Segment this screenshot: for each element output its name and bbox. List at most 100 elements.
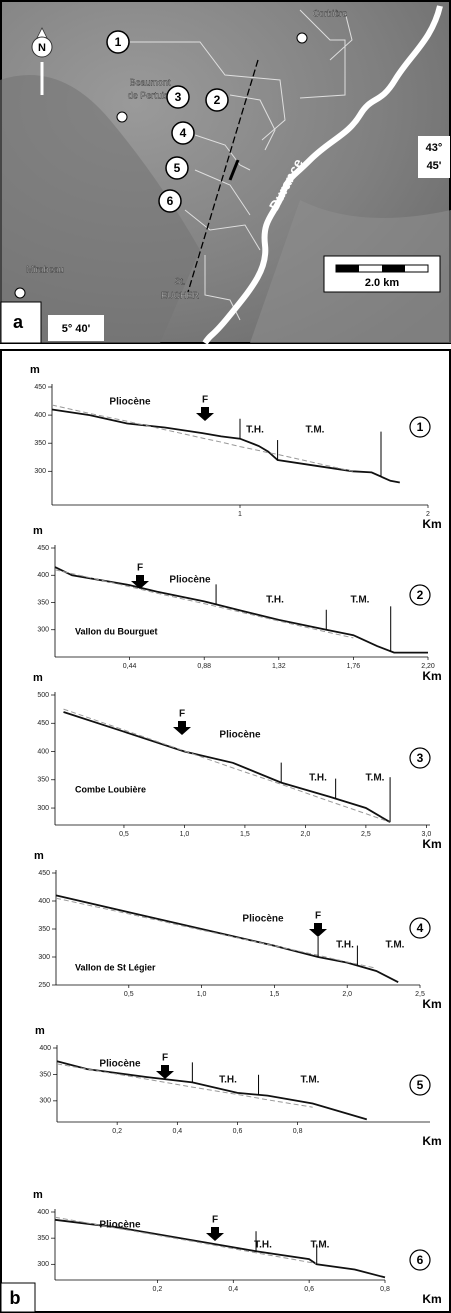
y-axis-label: m xyxy=(33,525,43,537)
north-label: N xyxy=(38,42,46,54)
place-label: St. xyxy=(174,276,185,286)
x-tick-label: 0,44 xyxy=(123,663,137,670)
x-axis-label: Km xyxy=(422,837,441,851)
y-axis-label: m xyxy=(35,1025,45,1037)
profile-line xyxy=(64,712,391,822)
annotation: T.H. xyxy=(246,425,264,436)
longitude-label: 5° 40' xyxy=(62,323,91,335)
place-dot xyxy=(117,112,127,122)
x-tick-label: 0,2 xyxy=(112,1128,122,1135)
y-tick-label: 450 xyxy=(37,545,49,552)
y-tick-label: 400 xyxy=(34,412,46,419)
annotation: T.H. xyxy=(309,773,327,784)
profile-line xyxy=(57,1061,367,1119)
annotation: T.M. xyxy=(301,1075,320,1086)
x-tick-label: 1,76 xyxy=(347,663,361,670)
x-tick-label: 0,6 xyxy=(304,1286,314,1293)
y-tick-label: 450 xyxy=(38,870,50,877)
profiles-frame xyxy=(1,350,450,1312)
annotation: Pliocène xyxy=(169,575,211,586)
y-tick-label: 350 xyxy=(39,1071,51,1078)
profile-number: 1 xyxy=(417,420,424,434)
site-number: 3 xyxy=(175,90,182,104)
scale-label: 2.0 km xyxy=(365,277,399,289)
x-tick-label: 1,0 xyxy=(197,991,207,998)
site-number: 2 xyxy=(214,93,221,107)
x-tick-label: 0,2 xyxy=(153,1286,163,1293)
annotation: T.H. xyxy=(219,1075,237,1086)
latitude-label: 45' xyxy=(427,160,442,172)
y-axis-label: m xyxy=(33,1189,43,1201)
y-tick-label: 500 xyxy=(37,692,49,699)
y-axis-label: m xyxy=(33,672,43,684)
x-tick-label: 2,5 xyxy=(361,831,371,838)
x-tick-label: 0,88 xyxy=(197,663,211,670)
y-tick-label: 350 xyxy=(37,599,49,606)
place-dot xyxy=(297,33,307,43)
site-number: 5 xyxy=(174,161,181,175)
y-tick-label: 450 xyxy=(37,720,49,727)
annotation: F xyxy=(212,1215,218,1226)
x-axis-label: Km xyxy=(422,517,441,531)
annotation: T.M. xyxy=(351,595,370,606)
profile-line xyxy=(55,567,428,653)
annotation: T.H. xyxy=(336,940,354,951)
y-tick-label: 350 xyxy=(37,1235,49,1242)
place-label: Corbière xyxy=(313,8,348,18)
profile-number: 4 xyxy=(417,921,424,935)
y-tick-label: 400 xyxy=(37,572,49,579)
annotation: T.H. xyxy=(254,1240,272,1251)
trend-line xyxy=(56,898,376,968)
profile-number: 2 xyxy=(417,588,424,602)
y-axis-label: m xyxy=(30,364,40,376)
place-label: de Pertuis xyxy=(128,90,169,100)
annotation: Pliocène xyxy=(99,1220,141,1231)
fault-arrow xyxy=(156,1065,174,1079)
scale-bar-segment xyxy=(336,265,359,272)
y-tick-label: 300 xyxy=(39,1098,51,1105)
site-name: Vallon du Bourguet xyxy=(75,626,158,636)
site-name: Combe Loubière xyxy=(75,784,146,794)
y-tick-label: 300 xyxy=(34,468,46,475)
x-tick-label: 1,5 xyxy=(270,991,280,998)
x-axis-label: Km xyxy=(422,669,441,683)
profile-number: 6 xyxy=(417,1253,424,1267)
profile-number: 5 xyxy=(417,1078,424,1092)
annotation: T.M. xyxy=(386,940,405,951)
annotation: Pliocène xyxy=(219,730,261,741)
y-tick-label: 400 xyxy=(39,1045,51,1052)
x-tick-label: 0,5 xyxy=(124,991,134,998)
y-tick-label: 450 xyxy=(34,384,46,391)
x-axis-label: Km xyxy=(422,1292,441,1306)
x-tick-label: 2,0 xyxy=(342,991,352,998)
x-tick-label: 0,8 xyxy=(380,1286,390,1293)
annotation: F xyxy=(202,395,208,406)
annotation: F xyxy=(137,563,143,574)
y-tick-label: 350 xyxy=(34,440,46,447)
scale-bar-segment xyxy=(382,265,405,272)
y-tick-label: 400 xyxy=(38,898,50,905)
annotation: Pliocène xyxy=(109,397,151,408)
x-tick-label: 0,8 xyxy=(293,1128,303,1135)
fault-arrow xyxy=(173,721,191,735)
y-tick-label: 400 xyxy=(37,748,49,755)
map-panel: N Corbière Beaumont de Pertuis Mirabeau … xyxy=(0,1,451,343)
fault-arrow xyxy=(196,407,214,421)
y-tick-label: 400 xyxy=(37,1209,49,1216)
x-tick-label: 1,0 xyxy=(180,831,190,838)
annotation: F xyxy=(179,709,185,720)
annotation: T.M. xyxy=(311,1240,330,1251)
trend-line xyxy=(64,709,391,822)
x-tick-label: 0,6 xyxy=(233,1128,243,1135)
x-tick-label: 2,0 xyxy=(301,831,311,838)
annotation: T.H. xyxy=(266,595,284,606)
place-dot xyxy=(15,288,25,298)
profile-number: 3 xyxy=(417,751,424,765)
x-tick-label: 1,32 xyxy=(272,663,286,670)
y-tick-label: 300 xyxy=(38,954,50,961)
annotation: Pliocène xyxy=(99,1059,141,1070)
x-axis-label: Km xyxy=(422,997,441,1011)
site-number: 4 xyxy=(180,126,187,140)
y-tick-label: 250 xyxy=(38,982,50,989)
panel-label: b xyxy=(10,1288,21,1308)
